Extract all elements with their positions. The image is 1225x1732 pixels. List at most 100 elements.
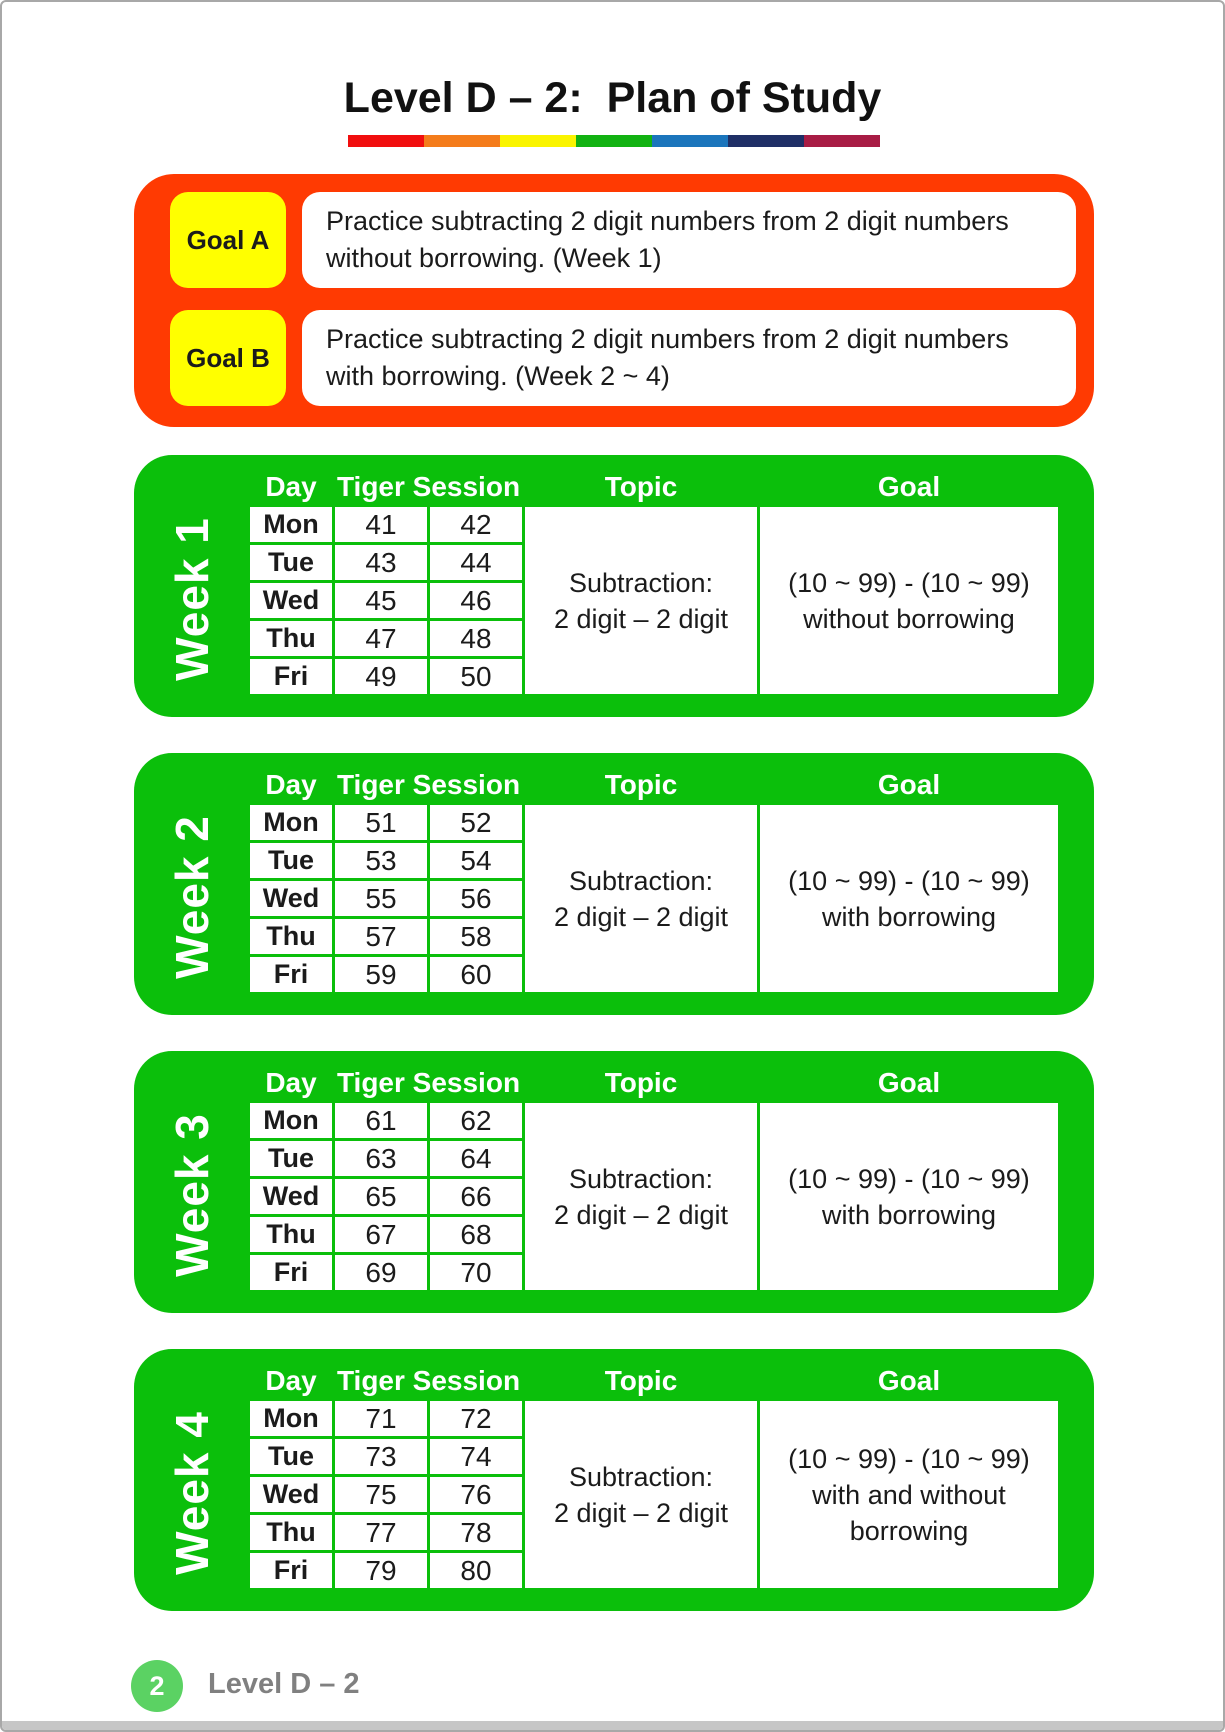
rainbow-segment [652, 135, 728, 147]
session-cell: 45 [335, 583, 427, 618]
session-cell: 77 [335, 1515, 427, 1550]
session-cell: 68 [430, 1217, 522, 1252]
session-cell: 73 [335, 1439, 427, 1474]
footer-page-number-badge: 2 [131, 1660, 183, 1712]
table-header-day: Day [265, 1365, 317, 1396]
session-cell: 49 [335, 659, 427, 694]
day-cell: Mon [250, 507, 332, 542]
session-cell: 51 [335, 805, 427, 840]
day-cell: Thu [250, 919, 332, 954]
day-cell: Fri [250, 1553, 332, 1588]
session-cell: 65 [335, 1179, 427, 1214]
rainbow-segment [576, 135, 652, 147]
week-1-panel: Week 1 Day Tiger Session Topic Goal Subt… [134, 455, 1094, 717]
rainbow-segment [500, 135, 576, 147]
week-table: Subtraction: 2 digit – 2 digit (10 ~ 99)… [250, 1401, 1058, 1588]
week-table: Subtraction: 2 digit – 2 digit (10 ~ 99)… [250, 1103, 1058, 1290]
session-cell: 78 [430, 1515, 522, 1550]
session-cell: 63 [335, 1141, 427, 1176]
week-label: Week 1 [166, 517, 219, 681]
day-cell: Tue [250, 843, 332, 878]
session-cell: 47 [335, 621, 427, 656]
session-cell: 56 [430, 881, 522, 916]
title-rainbow-bar [348, 135, 880, 147]
session-cell: 62 [430, 1103, 522, 1138]
table-header-row: Day Tiger Session Topic Goal [250, 469, 1058, 505]
rainbow-segment [348, 135, 424, 147]
table-header-session: Tiger Session [336, 1067, 521, 1098]
week-2-panel: Week 2 Day Tiger Session Topic Goal Subt… [134, 753, 1094, 1015]
table-header-topic: Topic [604, 1365, 678, 1396]
topic-cell: Subtraction: 2 digit – 2 digit [525, 507, 757, 694]
topic-cell: Subtraction: 2 digit – 2 digit [525, 1103, 757, 1290]
session-cell: 57 [335, 919, 427, 954]
session-cell: 52 [430, 805, 522, 840]
page-bottom-strip [2, 1721, 1223, 1730]
session-cell: 67 [335, 1217, 427, 1252]
week-3-panel: Week 3 Day Tiger Session Topic Goal Subt… [134, 1051, 1094, 1313]
table-header-topic: Topic [604, 471, 678, 502]
session-cell: 43 [335, 545, 427, 580]
table-header-day: Day [265, 471, 317, 502]
topic-cell: Subtraction: 2 digit – 2 digit [525, 805, 757, 992]
table-header-row: Day Tiger Session Topic Goal [250, 1363, 1058, 1399]
week-label: Week 3 [166, 1113, 219, 1277]
table-header-day: Day [265, 769, 317, 800]
day-cell: Thu [250, 621, 332, 656]
table-header-row: Day Tiger Session Topic Goal [250, 1065, 1058, 1101]
rainbow-segment [804, 135, 880, 147]
session-cell: 55 [335, 881, 427, 916]
table-header-session: Tiger Session [336, 1365, 521, 1396]
day-cell: Mon [250, 1401, 332, 1436]
day-cell: Wed [250, 881, 332, 916]
session-cell: 64 [430, 1141, 522, 1176]
table-header-day: Day [265, 1067, 317, 1098]
page-title: Level D – 2: Plan of Study [343, 74, 882, 122]
goal-a-text: Practice subtracting 2 digit numbers fro… [302, 192, 1076, 288]
table-header-topic: Topic [604, 1067, 678, 1098]
table-header-row: Day Tiger Session Topic Goal [250, 767, 1058, 803]
topic-cell: Subtraction: 2 digit – 2 digit [525, 1401, 757, 1588]
week-table: Subtraction: 2 digit – 2 digit (10 ~ 99)… [250, 805, 1058, 992]
session-cell: 44 [430, 545, 522, 580]
day-cell: Fri [250, 659, 332, 694]
session-cell: 41 [335, 507, 427, 542]
table-header-topic: Topic [604, 769, 678, 800]
rainbow-segment [728, 135, 804, 147]
session-cell: 46 [430, 583, 522, 618]
week-4-panel: Week 4 Day Tiger Session Topic Goal Subt… [134, 1349, 1094, 1611]
day-cell: Wed [250, 583, 332, 618]
week-3-label-area: Week 3 [134, 1099, 250, 1291]
session-cell: 48 [430, 621, 522, 656]
session-cell: 54 [430, 843, 522, 878]
session-cell: 60 [430, 957, 522, 992]
week-1-label-area: Week 1 [134, 503, 250, 695]
day-cell: Mon [250, 805, 332, 840]
week-2-label-area: Week 2 [134, 801, 250, 993]
week-label: Week 2 [166, 815, 219, 979]
table-header-goal: Goal [877, 471, 941, 502]
table-header-goal: Goal [877, 1365, 941, 1396]
table-header-session: Tiger Session [336, 769, 521, 800]
session-cell: 61 [335, 1103, 427, 1138]
session-cell: 71 [335, 1401, 427, 1436]
goal-b-badge: Goal B [170, 310, 286, 406]
session-cell: 80 [430, 1553, 522, 1588]
session-cell: 75 [335, 1477, 427, 1512]
day-cell: Fri [250, 1255, 332, 1290]
goal-cell: (10 ~ 99) - (10 ~ 99) with and without b… [760, 1401, 1058, 1588]
session-cell: 76 [430, 1477, 522, 1512]
session-cell: 42 [430, 507, 522, 542]
session-cell: 53 [335, 843, 427, 878]
day-cell: Thu [250, 1217, 332, 1252]
session-cell: 66 [430, 1179, 522, 1214]
goal-a-badge: Goal A [170, 192, 286, 288]
session-cell: 59 [335, 957, 427, 992]
session-cell: 58 [430, 919, 522, 954]
week-label: Week 4 [166, 1411, 219, 1575]
goal-cell: (10 ~ 99) - (10 ~ 99) without borrowing [760, 507, 1058, 694]
goal-cell: (10 ~ 99) - (10 ~ 99) with borrowing [760, 1103, 1058, 1290]
day-cell: Thu [250, 1515, 332, 1550]
table-header-session: Tiger Session [336, 471, 521, 502]
